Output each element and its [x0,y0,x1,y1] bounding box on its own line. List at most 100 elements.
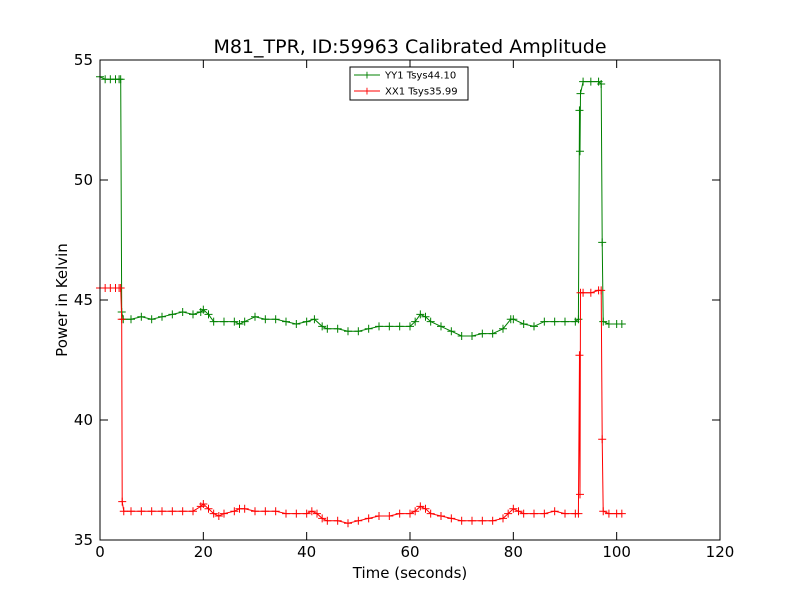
data-point-marker [385,322,394,331]
data-point-marker [158,507,166,516]
data-point-marker [437,322,445,331]
data-point-marker [478,516,487,525]
data-point-marker [220,509,228,518]
data-point-marker [457,516,466,525]
y-tick-label: 55 [74,51,93,69]
data-point-marker [579,288,588,297]
data-point-marker [119,507,128,516]
data-point-marker [599,507,608,516]
data-point-marker [220,317,228,326]
data-point-marker [189,310,197,319]
data-point-marker [617,320,626,328]
data-point-marker [137,312,146,321]
data-point-marker [204,310,213,319]
data-point-marker [199,305,208,314]
data-point-marker [214,512,223,520]
data-point-marker [354,327,363,336]
data-point-marker [323,516,332,525]
data-point-marker [575,351,584,360]
data-point-marker [168,310,177,319]
data-point-marker [282,509,290,518]
data-point-marker [375,512,383,520]
data-point-marker [178,308,187,316]
data-point-marker [271,315,280,324]
plot-background [100,60,720,540]
data-point-marker [421,504,430,513]
x-tick-label: 40 [297,543,316,561]
data-point-marker [437,512,445,520]
data-point-marker [550,507,559,516]
legend-label-yy1: YY1 Tsys44.10 [384,71,456,82]
data-point-marker [127,507,135,516]
data-point-marker [416,310,425,319]
series-0 [96,72,626,340]
y-tick-label: 40 [74,411,93,429]
data-point-marker [204,504,213,513]
data-point-marker [421,312,430,321]
data-point-marker [116,284,125,292]
data-point-marker [302,509,311,518]
data-point-marker [395,509,404,518]
data-point-marker [118,497,127,506]
data-point-marker [575,106,584,115]
data-point-marker [189,507,197,516]
y-tick-label: 45 [74,291,93,309]
plot-area [96,59,721,541]
x-tick-label: 0 [95,543,105,561]
data-point-marker [519,320,528,328]
data-point-marker [411,317,420,326]
data-point-marker [127,315,135,324]
y-tick-label: 35 [74,531,93,549]
data-point-marker [586,288,595,297]
data-point-marker [375,322,383,331]
data-point-marker [468,332,476,340]
y-tick-label: 50 [74,171,93,189]
legend-label-xx1: XX1 Tsys35.99 [385,87,458,98]
x-tick-label: 60 [400,543,419,561]
data-point-marker [292,320,301,328]
data-point-marker [509,315,518,324]
data-point-marker [519,509,528,518]
data-point-marker [416,502,425,511]
ticks-layer [99,59,721,541]
data-point-marker [310,315,319,324]
data-point-marker [385,512,394,520]
data-point-marker [240,317,249,326]
data-point-marker [318,322,327,331]
legend-marker-xx1: + [362,85,371,98]
legend-marker-yy1: + [362,69,371,82]
data-point-marker [598,435,607,444]
data-point-marker [530,322,538,331]
data-point-marker [230,317,239,326]
data-point-marker [364,514,373,523]
x-tick-labels: 0 20 40 60 80 100 120 [95,543,734,561]
data-point-marker [235,320,244,328]
data-point-marker [251,312,259,321]
data-point-marker [271,507,280,516]
data-point-marker [116,75,125,84]
data-point-marker [302,317,311,326]
data-point-marker [344,519,352,528]
data-point-marker [230,507,239,516]
x-tick-label: 80 [504,543,523,561]
data-point-marker [586,77,595,86]
data-point-marker [307,507,316,516]
series-layer [96,72,626,528]
data-point-marker [313,509,321,518]
data-point-marker [261,507,270,516]
data-point-marker [292,509,301,518]
data-point-marker [617,509,626,518]
data-point-marker [158,312,166,321]
data-point-marker [597,80,606,88]
data-point-marker [344,327,352,336]
data-point-marker [395,322,404,331]
data-point-marker [333,516,342,525]
data-point-marker [576,89,585,98]
data-point-marker [251,507,259,516]
data-point-marker [575,147,584,156]
data-point-marker [209,317,218,326]
data-point-marker [147,507,156,516]
x-tick-label: 100 [602,543,631,561]
series-1 [96,284,626,528]
